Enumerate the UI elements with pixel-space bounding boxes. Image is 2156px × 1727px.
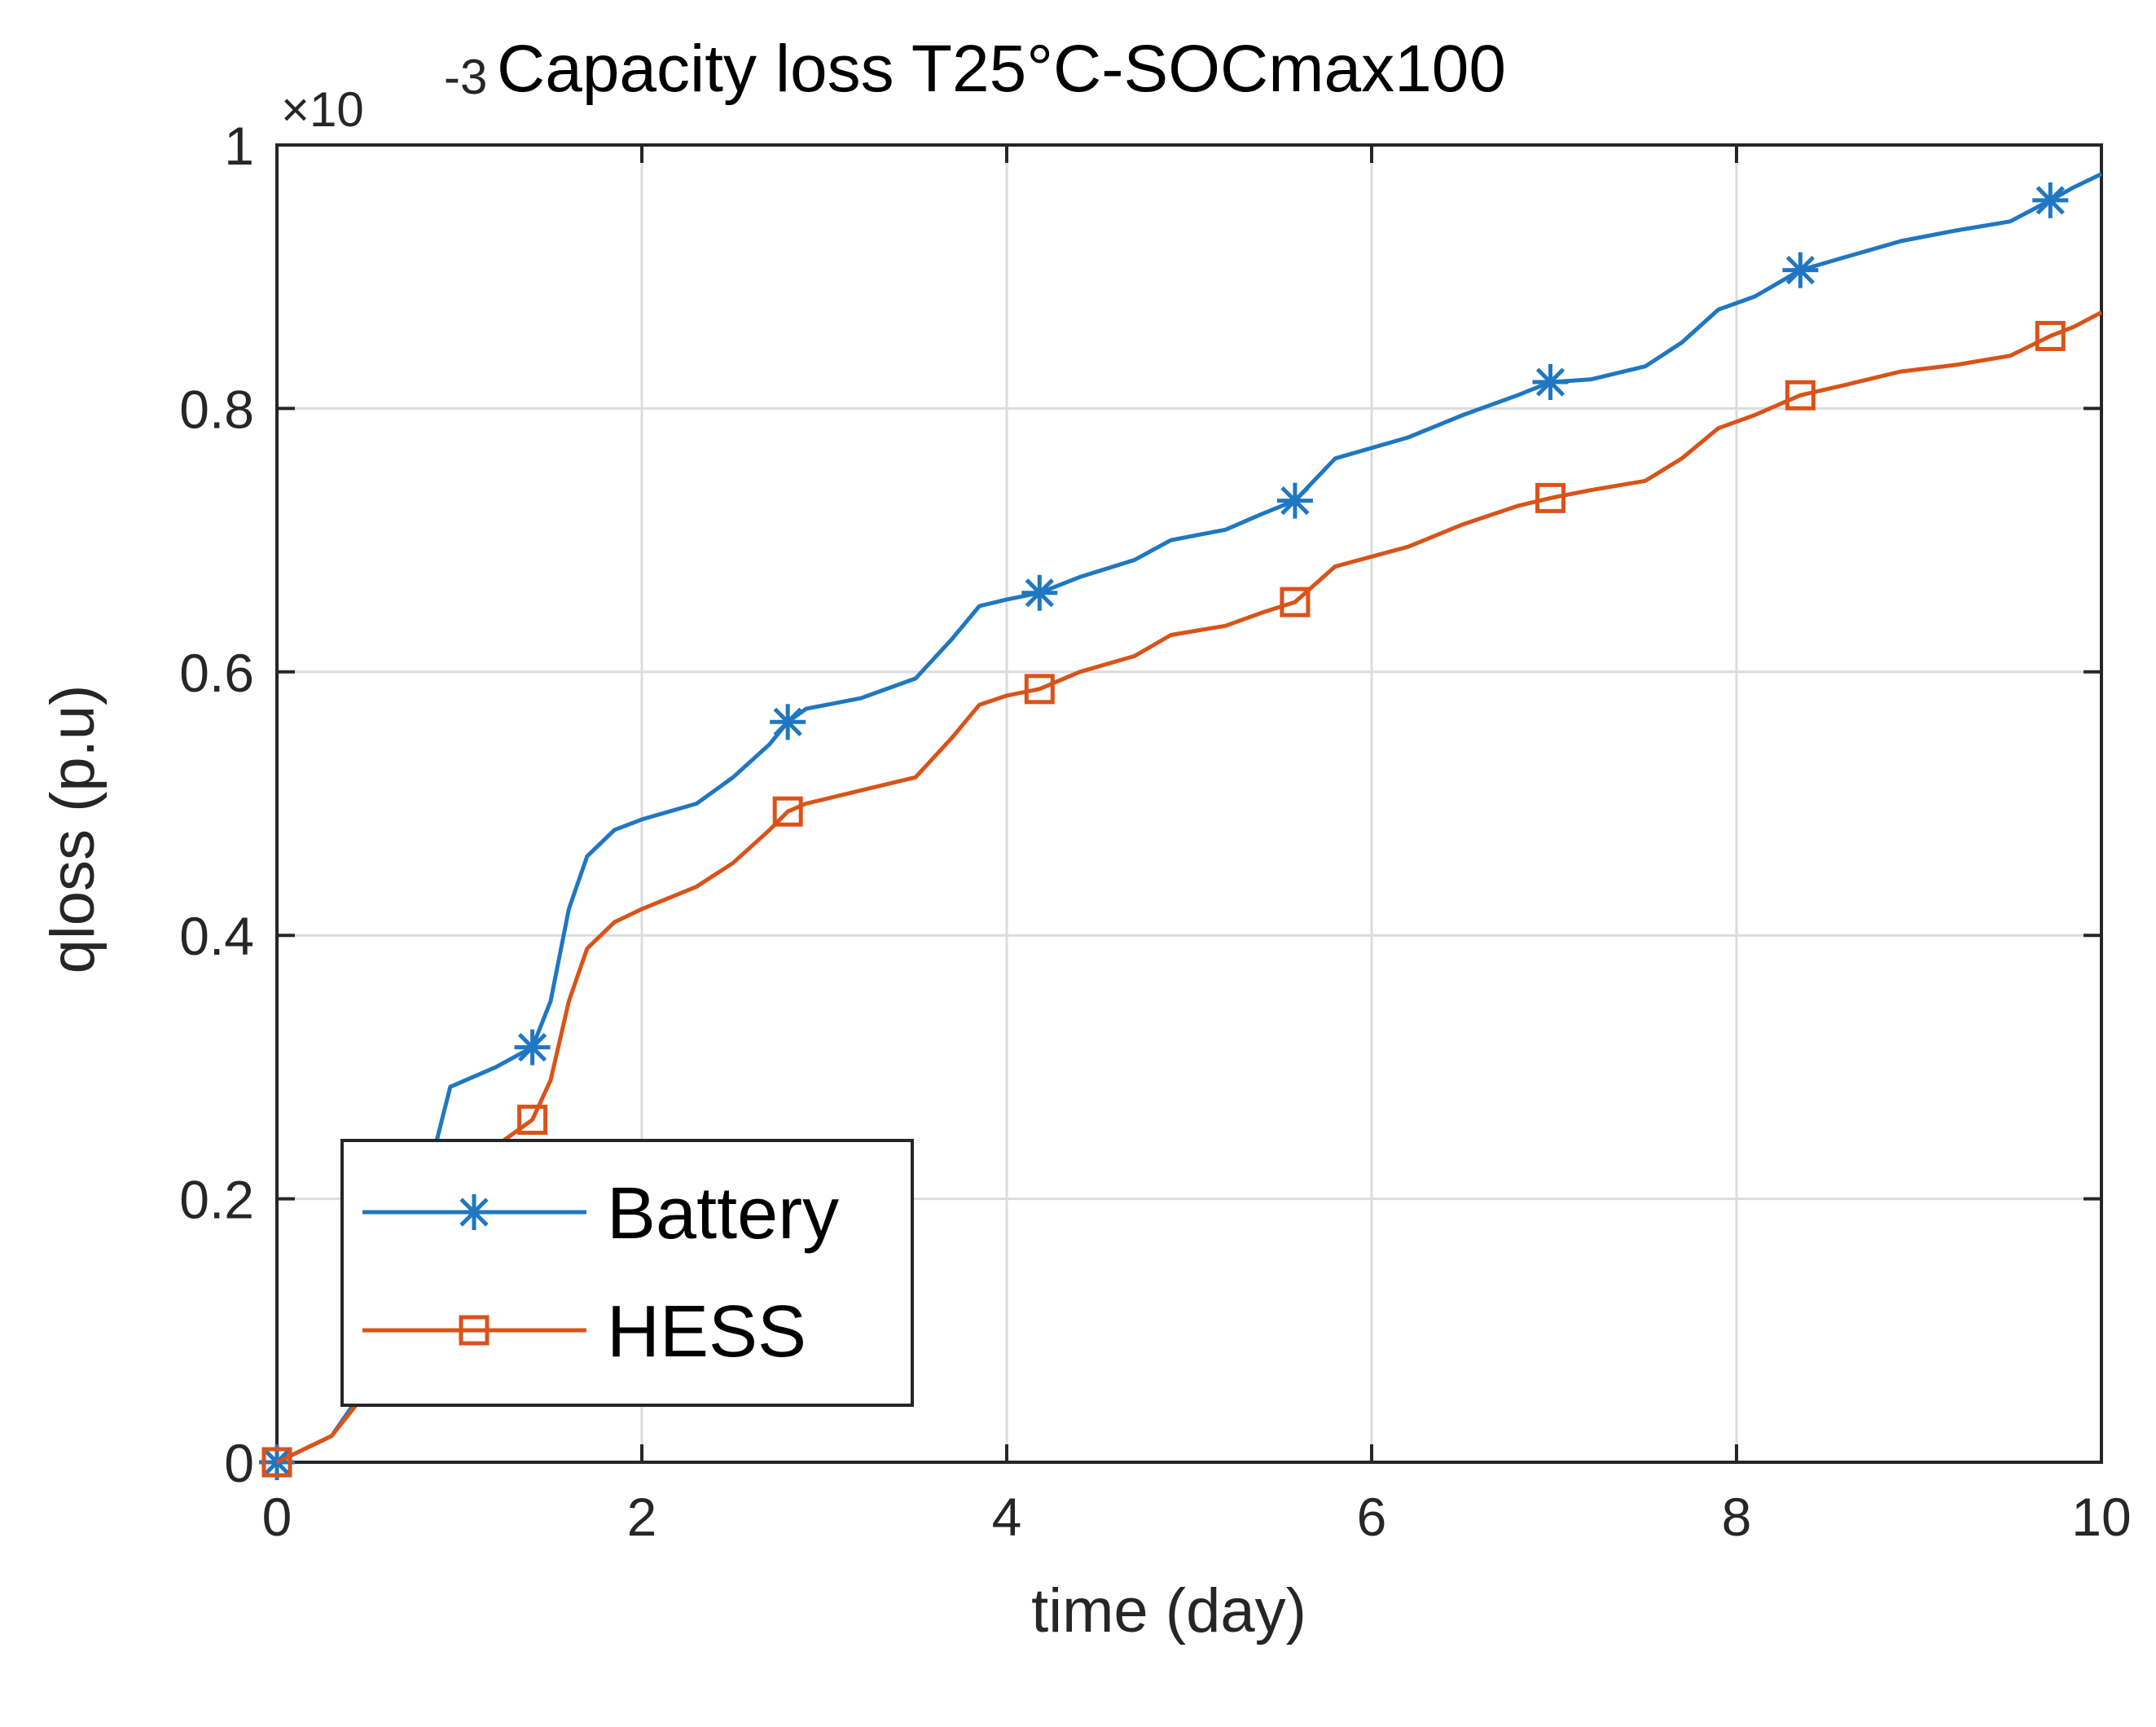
y-tick-label: 0.6 — [179, 643, 254, 703]
exponent-label: ×10 — [281, 82, 364, 137]
x-axis-label: time (day) — [1031, 1576, 1306, 1646]
data-point-battery — [2032, 182, 2069, 218]
data-point-hess — [261, 1447, 292, 1478]
y-tick-label: 1 — [224, 116, 254, 176]
legend-box — [340, 1139, 914, 1407]
y-axis-label: qloss (p.u) — [38, 685, 108, 974]
legend-label-battery: Battery — [607, 1173, 839, 1255]
data-point-hess — [2035, 320, 2066, 351]
data-point-battery — [1276, 482, 1313, 519]
x-tick-label: 0 — [262, 1487, 292, 1547]
y-tick-label: 0.8 — [179, 379, 254, 439]
data-point-hess — [1280, 587, 1311, 617]
data-point-battery — [514, 1029, 551, 1066]
legend-label-hess: HESS — [607, 1291, 806, 1373]
legend-marker-symbol — [459, 1315, 490, 1346]
data-point-battery — [1021, 574, 1058, 611]
y-tick-label: 0.2 — [179, 1170, 254, 1230]
chart-title: Capacity loss T25°C-SOCmax100 — [497, 32, 1506, 106]
x-tick-label: 10 — [2071, 1487, 2131, 1547]
series-line-hess — [275, 310, 2103, 1465]
data-point-hess — [517, 1105, 548, 1136]
data-point-battery — [770, 704, 806, 740]
data-point-battery — [1532, 364, 1569, 401]
y-tick-label: 0.4 — [179, 906, 254, 966]
series — [259, 172, 2103, 1480]
y-tick-label: 0 — [224, 1433, 254, 1493]
legend-marker-hess — [459, 1315, 490, 1346]
axes-box — [275, 143, 2103, 1464]
x-tick-label: 8 — [1722, 1487, 1752, 1547]
data-point-hess — [1535, 482, 1566, 513]
legend-marker-symbol — [456, 1194, 492, 1230]
x-tick-label: 4 — [992, 1487, 1022, 1547]
exponent-power: -3 — [444, 50, 487, 104]
x-tick-label: 2 — [627, 1487, 657, 1547]
data-point-hess — [772, 796, 803, 827]
series-line-battery — [275, 172, 2103, 1465]
data-point-hess — [1024, 674, 1055, 705]
data-point-battery — [1782, 252, 1819, 288]
legend-marker-battery — [456, 1194, 492, 1230]
data-point-hess — [1785, 380, 1816, 411]
x-tick-label: 6 — [1357, 1487, 1387, 1547]
legend: Battery HESS — [340, 1139, 914, 1407]
ticks: 0 2 4 6 8 10 0 0.2 0.4 0.6 0.8 1 — [179, 116, 2131, 1547]
